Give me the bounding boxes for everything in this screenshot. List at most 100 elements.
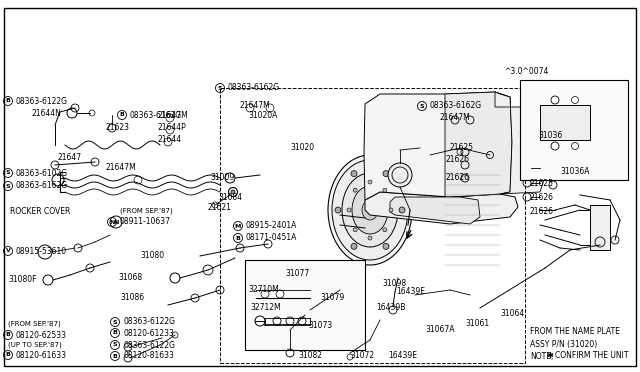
Text: ^3.0^0074: ^3.0^0074 <box>504 67 548 77</box>
Circle shape <box>231 190 235 194</box>
Text: V: V <box>6 248 10 253</box>
Text: 21625: 21625 <box>530 180 554 189</box>
Text: B: B <box>236 235 241 241</box>
Text: B: B <box>113 330 117 336</box>
Text: ✱: ✱ <box>547 352 554 360</box>
Circle shape <box>347 208 351 212</box>
Text: B: B <box>6 353 10 357</box>
Polygon shape <box>364 92 512 200</box>
Text: (FROM SEP.'87): (FROM SEP.'87) <box>8 321 61 327</box>
Text: B: B <box>120 112 124 118</box>
Text: 21647M: 21647M <box>105 163 136 171</box>
Text: M: M <box>235 224 241 228</box>
Circle shape <box>353 228 357 232</box>
Text: 21647M: 21647M <box>240 102 271 110</box>
Text: B: B <box>6 333 10 337</box>
Text: 31084: 31084 <box>218 192 242 202</box>
Text: 16439E: 16439E <box>396 286 425 295</box>
Circle shape <box>298 317 306 325</box>
Text: 21647: 21647 <box>58 154 82 163</box>
Text: 16439B: 16439B <box>376 302 405 311</box>
Text: ROCKER COVER: ROCKER COVER <box>10 208 70 217</box>
Circle shape <box>368 236 372 240</box>
Text: 31036A: 31036A <box>560 167 589 176</box>
Polygon shape <box>495 92 545 194</box>
Text: B: B <box>6 99 10 103</box>
Text: 21644: 21644 <box>158 135 182 144</box>
Text: 21626: 21626 <box>446 173 470 183</box>
Circle shape <box>383 243 389 249</box>
Text: NOTE;: NOTE; <box>530 352 554 360</box>
Text: 31061: 31061 <box>465 318 489 327</box>
Text: 21626: 21626 <box>446 155 470 164</box>
Ellipse shape <box>328 155 412 265</box>
Text: S: S <box>218 86 222 90</box>
Text: 08915-2401A: 08915-2401A <box>246 221 298 231</box>
Circle shape <box>383 171 389 177</box>
Text: 31077: 31077 <box>285 269 309 279</box>
Bar <box>220 88 525 363</box>
Text: 31082: 31082 <box>298 352 322 360</box>
Circle shape <box>273 317 281 325</box>
Text: FROM THE NAME PLATE: FROM THE NAME PLATE <box>530 327 620 337</box>
Text: 31020A: 31020A <box>248 110 277 119</box>
Text: 31073: 31073 <box>308 321 332 330</box>
Text: 08363-6122G: 08363-6122G <box>123 317 175 327</box>
Text: 08120-62533: 08120-62533 <box>16 330 67 340</box>
Text: 31020: 31020 <box>290 144 314 153</box>
Circle shape <box>335 207 341 213</box>
Text: 16439E: 16439E <box>388 352 417 360</box>
Bar <box>590 205 610 250</box>
Text: 31072: 31072 <box>350 352 374 360</box>
Text: 21625: 21625 <box>450 142 474 151</box>
Text: 21626: 21626 <box>530 208 554 217</box>
Text: 08120-61233: 08120-61233 <box>123 328 174 337</box>
Text: 31009: 31009 <box>210 173 234 183</box>
Text: S: S <box>113 320 117 324</box>
Text: 21644N: 21644N <box>32 109 62 118</box>
Text: 32712M: 32712M <box>250 304 280 312</box>
Circle shape <box>388 163 412 187</box>
Ellipse shape <box>332 160 408 260</box>
Polygon shape <box>365 192 518 224</box>
Ellipse shape <box>342 173 398 247</box>
Circle shape <box>351 171 357 177</box>
Text: CONFIRM THE UNIT: CONFIRM THE UNIT <box>555 352 628 360</box>
Text: 08363-6162G: 08363-6162G <box>16 182 68 190</box>
Polygon shape <box>445 92 512 197</box>
Circle shape <box>368 180 372 184</box>
Circle shape <box>383 188 387 192</box>
Text: 08915-53610: 08915-53610 <box>16 247 67 256</box>
Text: S: S <box>6 183 10 189</box>
Text: 21626: 21626 <box>530 192 554 202</box>
Text: 31036: 31036 <box>538 131 563 141</box>
Text: 31067A: 31067A <box>425 326 454 334</box>
Text: 32710M: 32710M <box>248 285 279 294</box>
Circle shape <box>383 228 387 232</box>
Text: 08363-6102G: 08363-6102G <box>16 169 68 177</box>
Text: 08171-0451A: 08171-0451A <box>246 234 298 243</box>
Text: ASSY P/N (31020): ASSY P/N (31020) <box>530 340 597 349</box>
Ellipse shape <box>352 186 388 234</box>
Polygon shape <box>390 197 480 224</box>
Bar <box>245 260 365 350</box>
Text: S: S <box>420 103 424 109</box>
Text: 31064: 31064 <box>500 308 524 317</box>
Text: 08120-81633: 08120-81633 <box>123 352 174 360</box>
Ellipse shape <box>362 200 378 220</box>
Text: 08911-10637: 08911-10637 <box>120 218 171 227</box>
Text: B: B <box>113 353 117 359</box>
Circle shape <box>353 188 357 192</box>
Circle shape <box>351 243 357 249</box>
Text: 31080: 31080 <box>140 251 164 260</box>
Circle shape <box>389 208 393 212</box>
Text: 31068: 31068 <box>118 273 142 282</box>
Text: 21647M: 21647M <box>158 112 189 121</box>
Text: 21623: 21623 <box>105 122 129 131</box>
Text: 08363-6162G: 08363-6162G <box>228 83 280 93</box>
Text: 21644P: 21644P <box>158 124 187 132</box>
Text: 21647M: 21647M <box>440 112 471 122</box>
Text: 31080F: 31080F <box>8 276 36 285</box>
Text: 31098: 31098 <box>382 279 406 288</box>
Circle shape <box>286 317 294 325</box>
